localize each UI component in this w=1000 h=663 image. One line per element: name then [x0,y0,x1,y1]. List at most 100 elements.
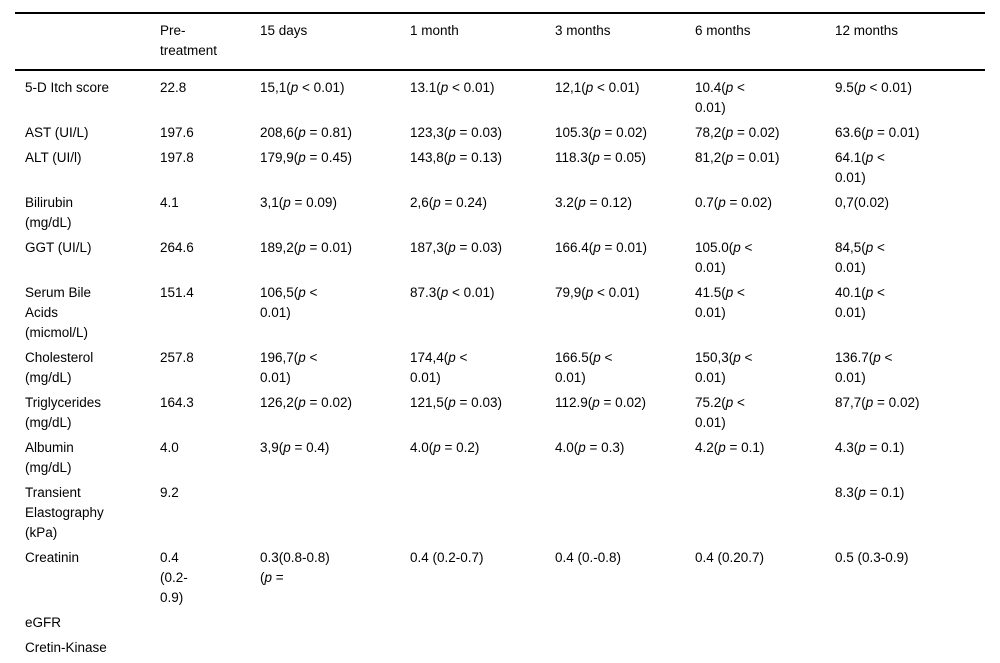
value-cell: 187,3(p = 0.03) [410,240,502,255]
value-cell: 189,2(p = 0.01) [260,240,352,255]
row-label: Cretin-Kinase [25,640,107,655]
row-label: Albumin (mg/dL) [25,440,74,475]
value-cell [410,638,555,663]
value-cell: 41.5(p <0.01) [695,285,745,320]
value-cell: 150,3(p <0.01) [695,350,753,385]
value-cell: 257.8 [160,350,194,365]
value-cell: 136.7(p <0.01) [835,350,893,385]
value-cell: 87,7(p = 0.02) [835,395,920,410]
value-cell: 105.3(p = 0.02) [555,125,647,140]
value-cell: 63.6(p = 0.01) [835,125,920,140]
table-row: Albumin (mg/dL) 4.0 3,9(p = 0.4) 4.0(p = 0.2… [15,438,985,483]
value-cell: 166.4(p = 0.01) [555,240,647,255]
table-row: Bilirubin (mg/dL) 4.1 3,1(p = 0.09) 2,6(p = … [15,193,985,238]
value-cell: 143,8(p = 0.13) [410,150,502,165]
value-cell: 4.0(p = 0.2) [410,440,480,455]
table-row: Cholesterol (mg/dL) 257.8 196,7(p <0.01) 174… [15,348,985,393]
value-cell: 87.3(p < 0.01) [410,285,495,300]
table-row: Transient Elastography (kPa) 9.2 8.3(p = 0.1… [15,483,985,548]
value-cell: 0.4 (0.-0.8) [555,550,622,565]
value-cell: 2,6(p = 0.24) [410,195,487,210]
table-body: 5-D Itch score 22.8 15,1(p < 0.01) 13.1(p <… [15,70,985,663]
value-cell: 166.5(p <0.01) [555,350,613,385]
value-cell: 0.4 (0.2-0.7) [410,550,484,565]
value-cell: 174,4(p <0.01) [410,350,468,385]
value-cell: 0,7(0.02) [835,195,890,210]
table-row: ALT (UI/l) 197.8 179,9(p = 0.45) 143,8(p = … [15,148,985,193]
value-cell [160,638,260,663]
row-label: ALT (UI/l) [25,150,82,165]
table-header: Pre-treatment 15 days 1 month 3 months 6 mon… [15,13,985,70]
value-cell: 22.8 [160,80,187,95]
table-row: eGFR [15,613,985,638]
header-cell-empty [15,13,160,70]
value-cell [160,613,260,638]
value-cell [835,638,985,663]
value-cell: 0.3(0.8-0.8) (p = [260,550,330,585]
value-cell: 105.0(p <0.01) [695,240,753,275]
value-cell [695,613,835,638]
column-header: 6 months [695,23,751,38]
value-cell [410,483,555,548]
value-cell: 4.0 [160,440,179,455]
value-cell: 197.6 [160,125,194,140]
table-row: 5-D Itch score 22.8 15,1(p < 0.01) 13.1(p <… [15,70,985,123]
column-header: 15 days [260,23,308,38]
row-label: eGFR [25,615,62,630]
row-label: Triglycerides (mg/dL) [25,395,102,430]
value-cell: 118.3(p = 0.05) [555,150,646,165]
value-cell [835,613,985,638]
value-cell: 151.4 [160,285,194,300]
value-cell: 81,2(p = 0.01) [695,150,780,165]
value-cell: 8.3(p = 0.1) [835,485,905,500]
column-header: 12 months [835,23,899,38]
value-cell: 208,6(p = 0.81) [260,125,352,140]
value-cell [555,638,695,663]
value-cell: 4.3(p = 0.1) [835,440,905,455]
value-cell: 126,2(p = 0.02) [260,395,352,410]
value-cell [260,638,410,663]
value-cell: 79,9(p < 0.01) [555,285,640,300]
row-label: GGT (UI/L) [25,240,92,255]
value-cell: 164.3 [160,395,194,410]
value-cell: 3.2(p = 0.12) [555,195,632,210]
value-cell: 4.0(p = 0.3) [555,440,625,455]
value-cell [695,638,835,663]
table-row: GGT (UI/L) 264.6 189,2(p = 0.01) 187,3(p = … [15,238,985,283]
value-cell: 0.5 (0.3-0.9) [835,550,909,565]
value-cell: 4.1 [160,195,179,210]
value-cell [260,613,410,638]
row-label: AST (UI/L) [25,125,89,140]
row-label: Creatinin [25,550,80,565]
value-cell: 13.1(p < 0.01) [410,80,495,95]
column-header: 3 months [555,23,611,38]
value-cell: 12,1(p < 0.01) [555,80,640,95]
lab-results-table: Pre-treatment 15 days 1 month 3 months 6 mon… [15,12,985,663]
value-cell: 179,9(p = 0.45) [260,150,352,165]
value-cell [410,613,555,638]
value-cell: 9.5(p < 0.01) [835,80,912,95]
value-cell: 9.2 [160,485,179,500]
table-row: Serum Bile Acids (micmol/L) 151.4 106,5(p <0… [15,283,985,348]
value-cell: 0.7(p = 0.02) [695,195,772,210]
value-cell: 106,5(p <0.01) [260,285,318,320]
row-label: Transient Elastography (kPa) [25,485,104,540]
value-cell: 0.4 (0.20.7) [695,550,765,565]
value-cell [555,613,695,638]
value-cell: 3,1(p = 0.09) [260,195,337,210]
value-cell: 10.4(p <0.01) [695,80,745,115]
value-cell: 84,5(p <0.01) [835,240,885,275]
header-row: Pre-treatment 15 days 1 month 3 months 6 mon… [15,13,985,70]
table-row: AST (UI/L) 197.6 208,6(p = 0.81) 123,3(p = … [15,123,985,148]
table-row: Triglycerides (mg/dL) 164.3 126,2(p = 0.02)… [15,393,985,438]
value-cell: 0.4 (0.2- 0.9) [160,550,188,605]
column-header: Pre-treatment [160,23,218,58]
row-label: Bilirubin (mg/dL) [25,195,74,230]
value-cell: 3,9(p = 0.4) [260,440,330,455]
value-cell: 78,2(p = 0.02) [695,125,780,140]
value-cell: 15,1(p < 0.01) [260,80,345,95]
row-label: Serum Bile Acids (micmol/L) [25,285,92,340]
value-cell: 121,5(p = 0.03) [410,395,502,410]
value-cell: 264.6 [160,240,194,255]
row-label: 5-D Itch score [25,80,110,95]
